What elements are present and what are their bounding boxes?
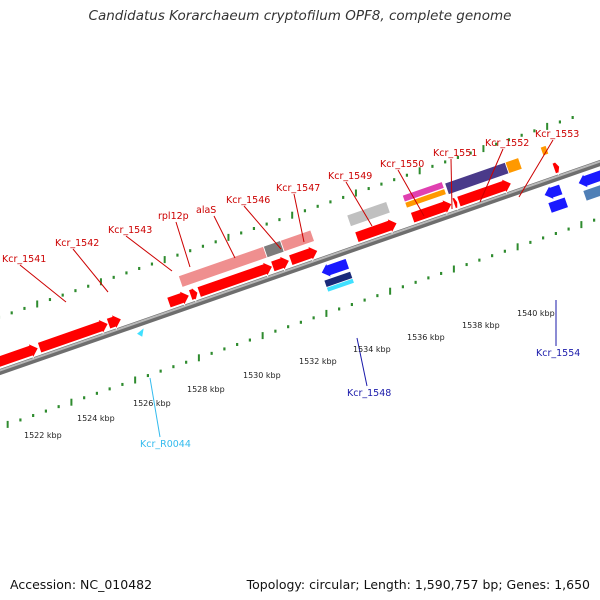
gene-label-Kcr_1549: Kcr_1549 [328,171,372,182]
kbp-label-1: 1524 kbp [77,414,115,423]
cds-arrow-1540 [0,342,39,375]
leader-Kcr_1547 [293,193,305,243]
leader-Kcr_1552 [479,148,504,203]
kbp-label-8: 1538 kbp [462,321,500,330]
accession-label: Accession: NC_010482 [10,577,153,592]
cds-arrow-1542 [105,313,122,330]
orange-box-1553b [539,144,550,157]
gene-label-Kcr_1552: Kcr_1552 [485,138,529,149]
gene-label-rpl12p: rpl12p [158,211,189,222]
leader-rpl12p [175,221,191,268]
leader-Kcr_1553 [518,139,554,198]
feature-track-group [0,144,600,375]
leader-Kcr_1542 [72,248,109,293]
kbp-label-2: 1526 kbp [133,399,171,408]
gene-label-Kcr_1542: Kcr_1542 [55,238,99,249]
cds-arrow-1547 [288,245,319,266]
leader-Kcr_1550 [397,169,425,217]
cds-arrow-1546 [270,255,291,273]
blue-box-1554 [547,196,569,214]
gene-label-Kcr_1546: Kcr_1546 [226,195,270,206]
gene-label-Kcr_1553: Kcr_1553 [535,129,579,140]
gene-label-Kcr_1547: Kcr_1547 [276,183,320,194]
cds-arrow-1554 [543,183,564,201]
cds-arrow-1543 [166,290,190,309]
kbp-label-5: 1532 kbp [299,357,337,366]
genome-summary: Topology: circular; Length: 1,590,757 bp… [246,577,590,592]
kbp-label-4: 1530 kbp [243,371,281,380]
kbp-label-0: 1522 kbp [24,431,62,440]
kbp-label-3: 1528 kbp [187,385,225,394]
trna-marker [137,328,144,337]
gene-label-alaS: alaS [196,205,216,216]
cds-arrow-rpl12p [187,285,199,303]
genome-backbone [0,159,600,376]
gene-label-Kcr_1550: Kcr_1550 [380,159,424,170]
leader-Kcr_1549 [345,181,373,227]
kbp-label-9: 1540 kbp [517,309,555,318]
grey-box-1549 [346,200,391,228]
cds-arrow-1551 [451,195,459,211]
rrna-box-3 [279,229,316,253]
leader-Kcr_1548 [356,337,368,387]
cds-arrow-1548 [320,257,351,279]
cds-arrow-alaS [196,261,274,298]
cds-arrow-1555 [577,167,600,189]
gene-label-Kcr_1554: Kcr_1554 [536,348,580,359]
cds-arrow-1553b [551,160,560,175]
steel-box-1555 [582,178,600,202]
leader-Kcr_1551 [450,158,453,210]
map-title: Candidatus Korarchaeum cryptofilum OPF8,… [88,8,512,24]
orange-box-1553 [504,157,523,175]
leader-Kcr_1546 [243,205,282,250]
orange-box-1550 [404,188,447,209]
gene-label-Kcr_1543: Kcr_1543 [108,225,152,236]
leader-Kcr_R0044 [149,377,161,438]
genome-backbone-highlight [0,160,600,372]
leader-alaS [213,215,236,259]
cds-arrow-1549 [354,217,398,243]
kbp-label-6: 1534 kbp [353,345,391,354]
cds-arrow-1550 [409,198,453,224]
gene-label-Kcr_1541: Kcr_1541 [2,254,46,265]
cds-arrow-1541 [36,318,109,354]
kbp-label-7: 1536 kbp [407,333,445,342]
gene-label-Kcr_1548: Kcr_1548 [347,388,391,399]
gene-label-Kcr_1551: Kcr_1551 [433,148,477,159]
cyan-box-1548 [325,277,355,293]
leader-Kcr_1541 [19,264,67,303]
leader-Kcr_1543 [125,235,173,272]
gene-label-Kcr_R0044: Kcr_R0044 [140,439,191,450]
